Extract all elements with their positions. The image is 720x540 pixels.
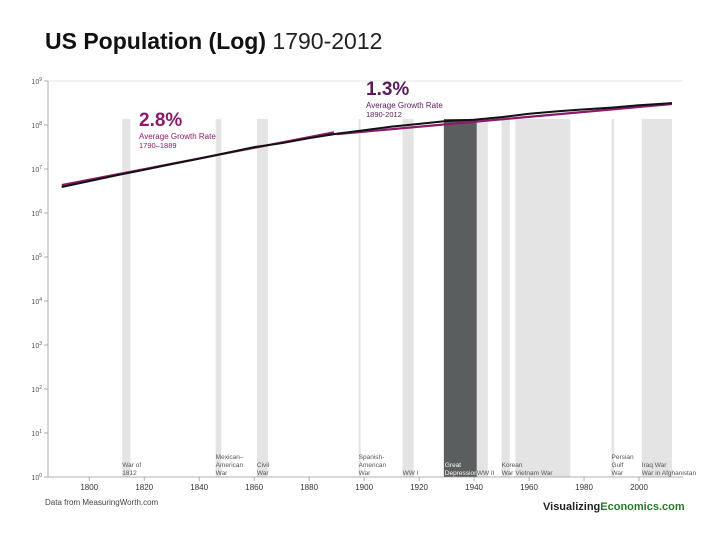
- event-label: War of 1812: [122, 462, 141, 477]
- y-tick-label: 103: [31, 341, 42, 350]
- growth-rate-label: Average Growth Rate: [139, 132, 216, 141]
- event-band: [122, 119, 131, 477]
- x-tick-label: 1920: [410, 483, 428, 492]
- growth-rate-period: 1890-2012: [366, 110, 402, 119]
- growth-rate-value: 2.8%: [139, 110, 182, 131]
- y-tick-label: 102: [31, 385, 42, 394]
- event-band: [641, 119, 673, 477]
- brand-prefix: Visualizing: [543, 501, 601, 513]
- brand-logo: VisualizingEconomics.com: [543, 501, 685, 513]
- growth-rate-label: Average Growth Rate: [366, 101, 443, 110]
- event-band: [402, 119, 414, 477]
- event-label: WW II: [477, 470, 495, 477]
- y-tick-label: 106: [31, 209, 42, 218]
- chart-title: US Population (Log) 1790-2012: [45, 28, 382, 55]
- event-label: Vietnam War: [515, 470, 553, 477]
- event-label: Korean War: [502, 462, 523, 477]
- event-band: [501, 119, 510, 477]
- event-label: Spanish-American War: [359, 454, 387, 477]
- event-label: Mexican– American War: [216, 454, 244, 477]
- y-tick-label: 108: [31, 121, 42, 130]
- x-tick-label: 1880: [300, 483, 318, 492]
- growth-rate-value: 1.3%: [366, 79, 409, 100]
- event-label: Iraq War War in Afghanistan: [642, 462, 697, 477]
- growth-rate-period: 1790–1889: [139, 141, 177, 150]
- event-band: [515, 119, 571, 477]
- x-tick-label: 1820: [135, 483, 153, 492]
- y-tick-label: 109: [31, 77, 42, 86]
- y-tick-label: 100: [31, 473, 42, 482]
- event-label: Persian Gulf War: [612, 454, 634, 477]
- event-band: [215, 119, 222, 477]
- y-tick-label: 104: [31, 297, 42, 306]
- event-label: WW I: [403, 470, 419, 477]
- y-tick-label: 105: [31, 253, 42, 262]
- event-band: [443, 119, 477, 477]
- population-line: [61, 102, 673, 188]
- data-source-note: Data from MeasuringWorth.com: [45, 498, 159, 507]
- event-label: Civil War: [257, 462, 270, 477]
- x-tick-label: 1840: [190, 483, 208, 492]
- x-tick-label: 2000: [630, 483, 648, 492]
- x-tick-label: 1980: [575, 483, 593, 492]
- chart-title-main: US Population (Log): [45, 28, 267, 54]
- x-tick-label: 1900: [355, 483, 373, 492]
- event-band: [256, 119, 268, 477]
- x-tick-label: 1860: [245, 483, 263, 492]
- event-band: [358, 119, 361, 477]
- trend-line: [336, 102, 673, 136]
- x-tick-label: 1800: [80, 483, 98, 492]
- event-band: [611, 119, 615, 477]
- event-band: [476, 119, 488, 477]
- y-tick-label: 101: [31, 429, 42, 438]
- x-tick-label: 1940: [465, 483, 483, 492]
- event-label: Great Depression: [445, 462, 478, 477]
- brand-suffix: Economics.com: [600, 501, 685, 513]
- y-tick-label: 107: [31, 165, 42, 174]
- x-tick-label: 1960: [520, 483, 538, 492]
- chart-title-years: 1790-2012: [272, 28, 383, 54]
